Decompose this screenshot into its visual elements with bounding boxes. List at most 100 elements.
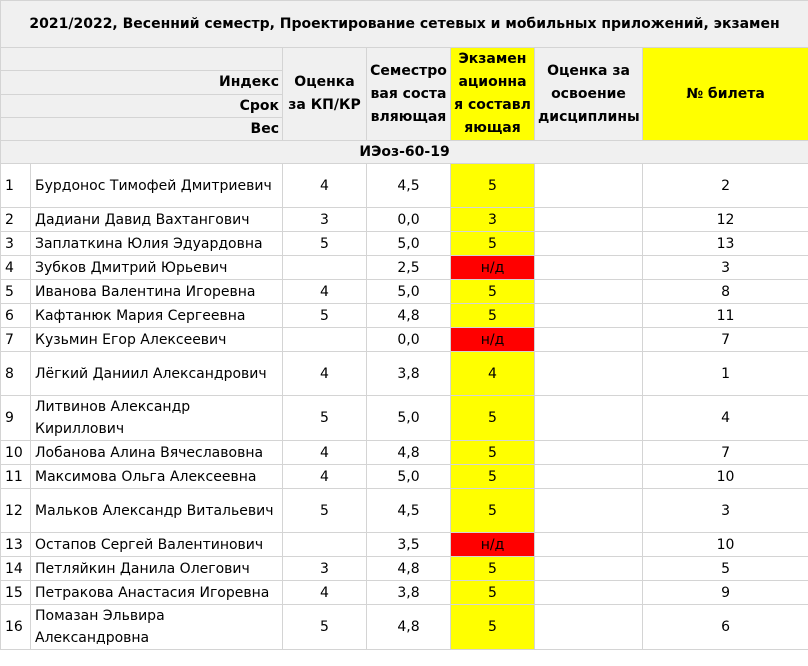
kp-grade: 4 (282, 580, 367, 605)
ticket-number: 6 (641, 604, 808, 650)
final-grade (534, 488, 643, 533)
exam-score: 5 (450, 303, 535, 328)
ticket-number: 2 (641, 163, 808, 208)
ticket-number: 9 (641, 580, 808, 605)
kp-grade: 3 (282, 207, 367, 232)
ticket-number: 4 (641, 395, 808, 441)
student-name: Петляйкин Данила Олегович (30, 556, 283, 581)
row-number: 7 (0, 327, 31, 352)
exam-score: 4 (450, 351, 535, 396)
exam-score: 5 (450, 604, 535, 650)
student-name: Зубков Дмитрий Юрьевич (30, 255, 283, 280)
student-name: Мальков Александр Витальевич (30, 488, 283, 533)
group-name: ИЭоз-60-19 (0, 140, 808, 164)
ticket-number: 10 (641, 532, 808, 557)
exam-score: н/д (450, 327, 535, 352)
semester-score: 3,8 (366, 351, 451, 396)
semester-score: 4,8 (366, 556, 451, 581)
final-grade (534, 395, 643, 441)
kp-grade: 3 (282, 556, 367, 581)
weight-label: Вес (0, 116, 283, 142)
kp-grade: 5 (282, 303, 367, 328)
kp-grade (282, 255, 367, 280)
ticket-number: 1 (641, 351, 808, 396)
exam-score: 5 (450, 395, 535, 441)
final-grade (534, 351, 643, 396)
kp-grade (282, 327, 367, 352)
row-number: 12 (0, 488, 31, 533)
semester-score: 4,8 (366, 303, 451, 328)
kp-grade (282, 532, 367, 557)
final-grade (534, 440, 643, 465)
term-label: Срок (0, 93, 283, 118)
final-grade (534, 279, 643, 304)
student-name: Литвинов Александр Кириллович (30, 395, 283, 441)
exam-score: 5 (450, 231, 535, 256)
exam-score: 5 (450, 580, 535, 605)
ticket-number: 13 (641, 231, 808, 256)
row-number: 3 (0, 231, 31, 256)
semester-score: 5,0 (366, 464, 451, 489)
final-grade (534, 163, 643, 208)
kp-grade: 4 (282, 351, 367, 396)
student-name: Иванова Валентина Игоревна (30, 279, 283, 304)
ticket-number: 5 (641, 556, 808, 581)
row-number: 10 (0, 440, 31, 465)
row-number: 6 (0, 303, 31, 328)
ticket-number: 11 (641, 303, 808, 328)
kp-grade: 5 (282, 395, 367, 441)
exam-score: н/д (450, 532, 535, 557)
semester-score: 0,0 (366, 327, 451, 352)
col-sem-header: Семестровая составляющая (366, 47, 451, 141)
exam-score: 5 (450, 488, 535, 533)
exam-score: 3 (450, 207, 535, 232)
student-name: Петракова Анастасия Игоревна (30, 580, 283, 605)
exam-score: 5 (450, 163, 535, 208)
semester-score: 2,5 (366, 255, 451, 280)
semester-score: 5,0 (366, 231, 451, 256)
table-row: 3 Заплаткина Юлия Эдуардовна 5 5,0 5 13 (0, 231, 808, 256)
student-name: Кузьмин Егор Алексеевич (30, 327, 283, 352)
kp-grade: 4 (282, 464, 367, 489)
kp-grade: 5 (282, 231, 367, 256)
exam-score: 5 (450, 464, 535, 489)
row-number: 14 (0, 556, 31, 581)
final-grade (534, 231, 643, 256)
final-grade (534, 327, 643, 352)
row-number: 4 (0, 255, 31, 280)
student-name: Лёгкий Даниил Александрович (30, 351, 283, 396)
ticket-number: 3 (641, 255, 808, 280)
student-name: Бурдонос Тимофей Дмитриевич (30, 163, 283, 208)
student-name: Кафтанюк Мария Сергеевна (30, 303, 283, 328)
index-label: Индекс (0, 70, 283, 95)
ticket-number: 7 (641, 327, 808, 352)
table-row: 4 Зубков Дмитрий Юрьевич 2,5 н/д 3 (0, 255, 808, 280)
kp-grade: 5 (282, 488, 367, 533)
grade-sheet-table: 2021/2022, Весенний семестр, Проектирова… (0, 0, 808, 650)
student-name: Максимова Ольга Алексеевна (30, 464, 283, 489)
table-row: 13 Остапов Сергей Валентинович 3,5 н/д 10 (0, 532, 808, 557)
final-grade (534, 556, 643, 581)
row-number: 15 (0, 580, 31, 605)
exam-score: 5 (450, 440, 535, 465)
semester-score: 5,0 (366, 279, 451, 304)
row-number: 13 (0, 532, 31, 557)
student-name: Лобанова Алина Вячеславовна (30, 440, 283, 465)
table-row: 8 Лёгкий Даниил Александрович 4 3,8 4 1 (0, 351, 808, 396)
table-row: 14 Петляйкин Данила Олегович 3 4,8 5 5 (0, 556, 808, 581)
final-grade (534, 464, 643, 489)
student-name: Дадиани Давид Вахтангович (30, 207, 283, 232)
semester-score: 3,8 (366, 580, 451, 605)
row-number: 9 (0, 395, 31, 441)
ticket-number: 12 (641, 207, 808, 232)
table-row: 16 Помазан Эльвира Александровна 5 4,8 5 6 (0, 604, 808, 650)
row-number: 11 (0, 464, 31, 489)
table-row: 2 Дадиани Давид Вахтангович 3 0,0 3 12 (0, 207, 808, 232)
table-row: 11 Максимова Ольга Алексеевна 4 5,0 5 10 (0, 464, 808, 489)
table-row: 15 Петракова Анастасия Игоревна 4 3,8 5 9 (0, 580, 808, 605)
col-kp-header: Оценка за КП/КР (282, 47, 367, 141)
student-name: Остапов Сергей Валентинович (30, 532, 283, 557)
ticket-number: 10 (641, 464, 808, 489)
row-number: 8 (0, 351, 31, 396)
student-name: Заплаткина Юлия Эдуардовна (30, 231, 283, 256)
